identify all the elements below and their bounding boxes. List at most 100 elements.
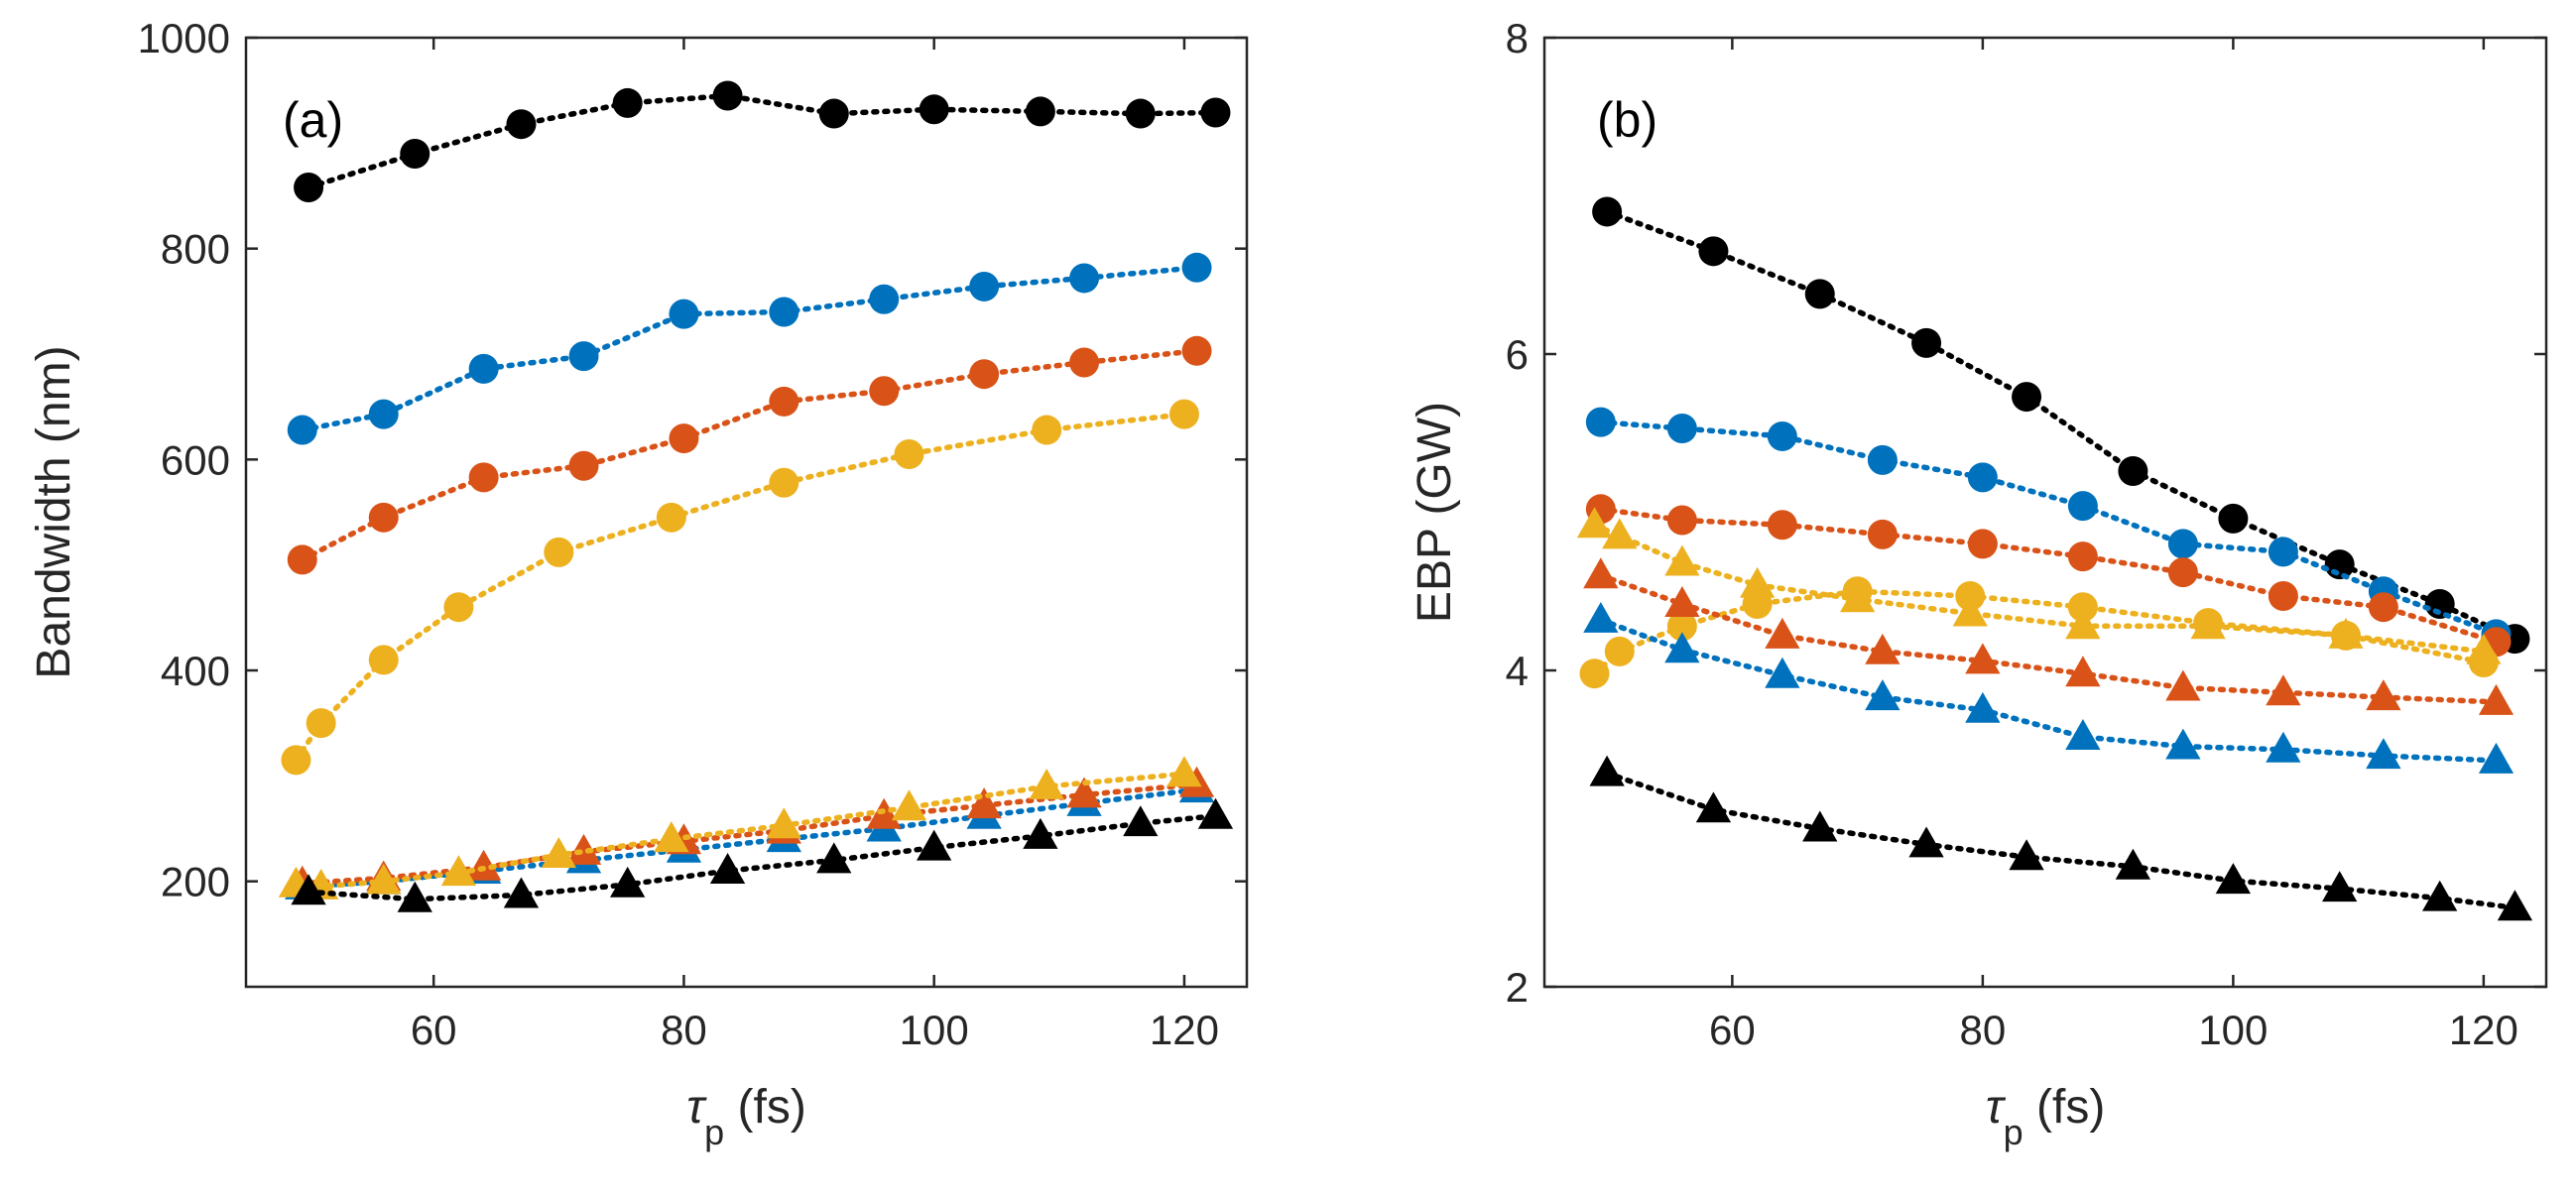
data-point [2266,674,2301,706]
data-point [656,502,686,533]
data-point [1666,413,1697,443]
data-point [1911,327,1942,358]
data-point [1181,252,1212,283]
data-point [1585,407,1616,437]
data-point [1740,566,1776,598]
series-circle-orange [287,335,1212,575]
panel-a: 60 80 100 120 200 400 600 800 1000 Bandwidth (nm)… [28,15,1249,1152]
data-point [468,462,499,493]
data-point [2067,592,2098,623]
data-point [669,299,699,329]
data-point [1698,236,1729,267]
data-point [1666,611,1697,642]
data-point [1181,335,1212,366]
data-point [2366,679,2401,711]
data-point [2115,848,2150,880]
data-point [1066,777,1102,808]
data-point [1025,96,1055,127]
data-point [1767,510,1797,540]
series-circle-yellow [1579,576,2499,689]
data-point [1125,98,1156,129]
data-point [1069,263,1100,294]
series-circle-blue [287,252,1212,445]
data-point [816,842,852,874]
series-line [1604,208,2518,642]
data-point [1908,826,1944,858]
data-point [1952,595,1988,627]
data-point [769,386,799,417]
data-point [1865,679,1901,711]
data-point [2328,617,2364,649]
series-circle-orange [1585,494,2512,658]
data-point [917,829,952,861]
data-point [969,359,1000,390]
data-point [1865,633,1901,664]
data-point [1166,756,1202,787]
data-point [2067,541,2098,572]
data-point [281,745,311,776]
series-line [300,265,1200,433]
data-point [1967,462,1998,493]
y-axis-label: EBP (GW) [1409,402,1461,623]
y-tick-label: 1000 [138,15,230,61]
x-axis-label-symbol: τ [686,1081,707,1134]
data-point [1168,399,1199,429]
data-point [1664,586,1700,617]
x-tick-label: 120 [1150,1007,1219,1053]
data-point [1023,817,1058,849]
data-point [891,789,927,821]
data-point [894,439,924,470]
x-axis-label: τp (fs) [1986,1081,2106,1152]
data-point [544,537,574,567]
data-point [1867,444,1898,475]
data-point [2322,871,2358,902]
data-point [766,807,801,839]
data-point [2218,503,2249,534]
x-tick-label: 60 [1709,1007,1756,1053]
data-point [969,271,1000,301]
data-point [2118,456,2148,487]
data-point [919,94,949,125]
panel-b: 60 80 100 120 2 4 6 8 EBP (GW) τp (fs) (b) [1409,15,2548,1152]
x-tick-label: 80 [661,1007,707,1053]
data-point [1200,97,1231,128]
data-point [2167,557,2198,588]
data-point [291,874,326,905]
data-point [468,353,499,384]
data-point [1765,617,1800,649]
series-line [1598,617,2500,764]
series-triangle-blue [1583,602,2515,774]
data-point [2478,742,2515,774]
y-tick-label: 800 [161,226,230,273]
data-point [1664,632,1700,663]
data-point [2165,728,2201,760]
data-point [368,399,399,429]
axes-box [1542,36,2548,989]
data-point [400,138,430,169]
series-line [300,786,1200,890]
series-triangle-black [1589,755,2533,921]
data-point [709,853,746,884]
y-tick-label: 8 [1506,15,1529,61]
series-line [300,781,1200,887]
data-point [1965,643,2001,674]
data-point [1602,518,1638,549]
data-point [654,821,689,853]
y-tick-label: 400 [161,648,230,694]
data-point [1604,636,1635,666]
data-point [869,376,900,407]
data-point [568,341,599,372]
data-point [1867,519,1898,549]
y-axis-label: Bandwidth (nm) [28,345,80,678]
series-circle-blue [1585,407,2512,650]
data-point [2215,863,2251,895]
data-point [1576,507,1613,539]
data-point [2266,731,2301,763]
axes-box [244,36,1249,989]
data-point [568,450,599,481]
data-point [1123,805,1159,837]
data-point [869,284,900,314]
data-point [503,877,540,908]
y-tick-label: 4 [1506,648,1529,694]
x-tick-label: 100 [2198,1007,2268,1053]
